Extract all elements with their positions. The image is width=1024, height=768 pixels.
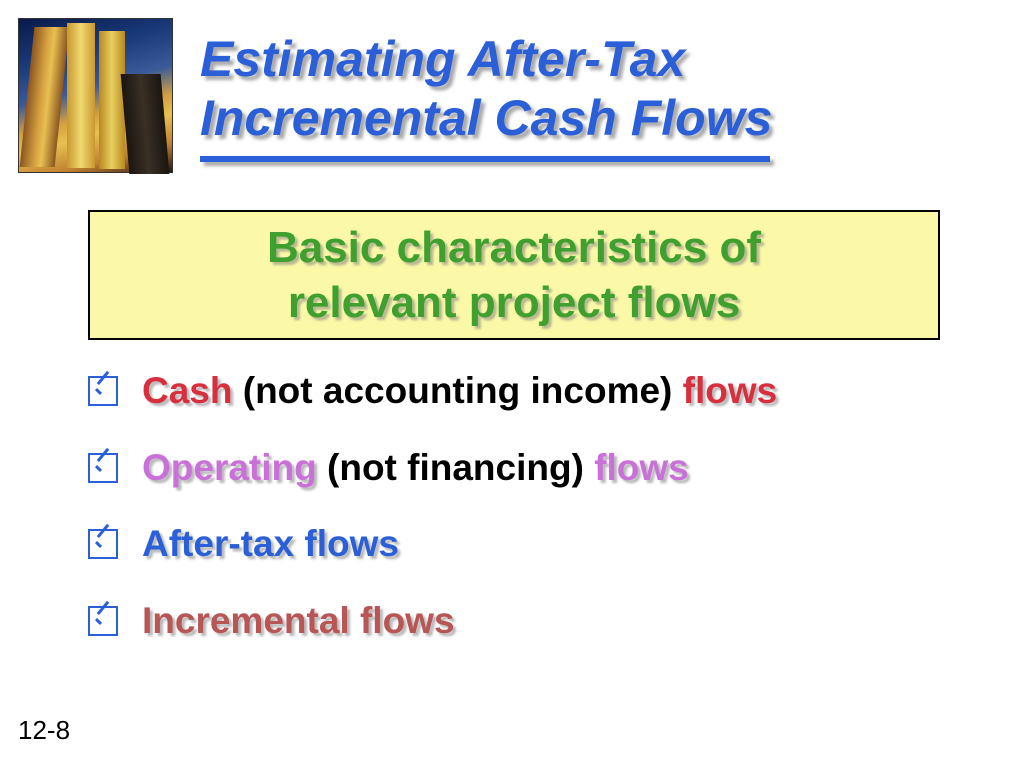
subheading-box: Basic characteristics of relevant projec… <box>88 210 940 340</box>
title-underline <box>200 156 770 162</box>
title-line-2: Incremental Cash Flows <box>200 89 920 148</box>
slide-number: 12-8 <box>18 715 70 746</box>
checkbox-icon <box>88 606 118 636</box>
subhead-line-1: Basic characteristics of <box>267 223 761 272</box>
bullet-1-word-cash: Cash <box>142 370 232 411</box>
checkbox-icon <box>88 376 118 406</box>
checkbox-icon <box>88 529 118 559</box>
bullet-1-mid: (not accounting income) <box>232 370 682 411</box>
building-shape <box>99 31 125 169</box>
bullet-3-text: After-tax flows <box>142 523 399 564</box>
building-shape <box>121 74 170 174</box>
subhead-line-2: relevant project flows <box>288 278 740 327</box>
bullet-1-word-flows: flows <box>683 370 778 411</box>
bullet-text: After-tax flows <box>142 523 399 566</box>
bullet-2-word-flows: flows <box>594 447 689 488</box>
bullet-4-text: Incremental flows <box>142 600 455 641</box>
building-shape <box>20 27 70 167</box>
bullet-text: Cash (not accounting income) flows <box>142 370 777 413</box>
bullet-item-1: Cash (not accounting income) flows <box>88 370 948 413</box>
bullet-list: Cash (not accounting income) flows Opera… <box>88 370 948 676</box>
building-shape <box>67 23 95 168</box>
bullet-2-mid: (not financing) <box>317 447 594 488</box>
title-line-1: Estimating After-Tax <box>200 30 920 89</box>
bullet-item-4: Incremental flows <box>88 600 948 643</box>
bullet-text: Operating (not financing) flows <box>142 447 689 490</box>
subheading-text: Basic characteristics of relevant projec… <box>267 220 761 330</box>
slide-title: Estimating After-Tax Incremental Cash Fl… <box>200 30 920 162</box>
checkbox-icon <box>88 453 118 483</box>
decorative-image <box>18 18 173 173</box>
bullet-item-2: Operating (not financing) flows <box>88 447 948 490</box>
bullet-item-3: After-tax flows <box>88 523 948 566</box>
bullet-text: Incremental flows <box>142 600 455 643</box>
bullet-2-word-operating: Operating <box>142 447 317 488</box>
